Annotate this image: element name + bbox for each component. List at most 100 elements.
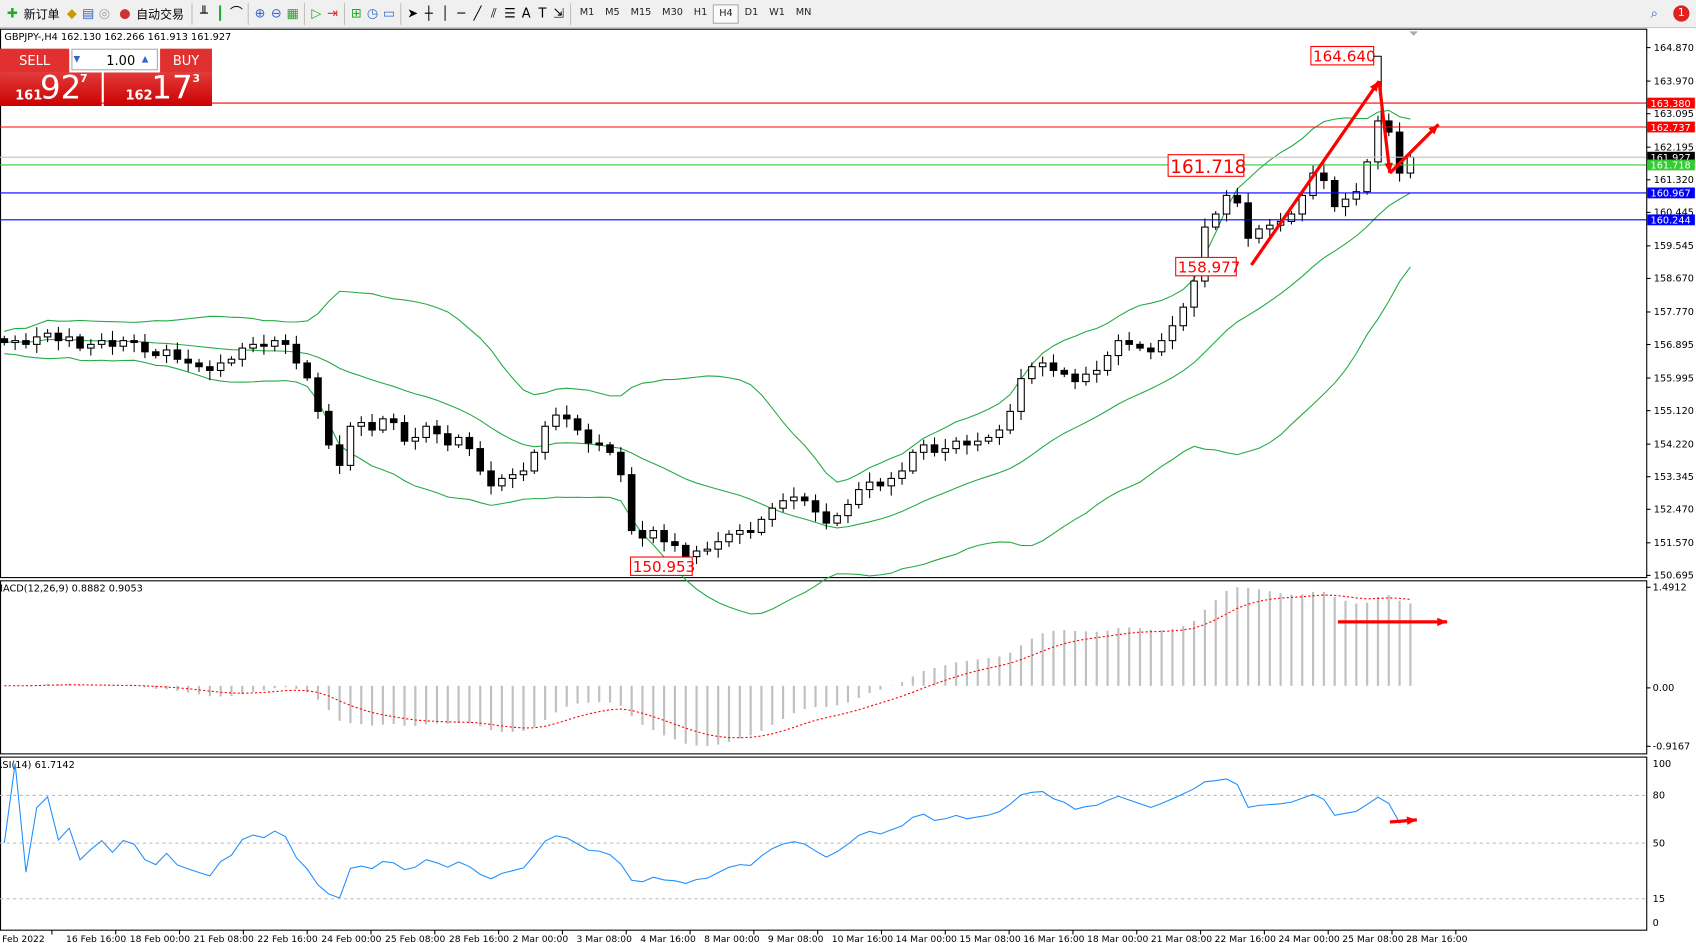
candle-bull: [1006, 410, 1014, 431]
macd-signal-line: [4, 594, 1411, 739]
price-level-label: 161.718: [1651, 161, 1691, 172]
text-label-icon[interactable]: T: [538, 5, 547, 21]
candle-bull: [1082, 373, 1090, 383]
price-tick-label: 164.870: [1654, 43, 1694, 54]
timeframe-h1[interactable]: H1: [693, 7, 708, 18]
crosshair-icon[interactable]: ┼: [424, 5, 433, 21]
candle-bull: [1092, 369, 1101, 375]
auto-trading-label: 自动交易: [136, 7, 184, 22]
timeframe-w1[interactable]: W1: [769, 7, 785, 18]
candle-bull: [865, 481, 874, 491]
price-annotation-box: [1167, 154, 1245, 177]
chart-shift-icon[interactable]: ⇥: [327, 5, 339, 21]
candle-bull: [1374, 120, 1382, 163]
market-watch-icon[interactable]: ◆: [66, 5, 77, 21]
candle-bull: [898, 470, 906, 479]
price-tick-label: 153.345: [1654, 472, 1694, 483]
bar-chart-icon[interactable]: ╨: [199, 5, 208, 21]
timeframe-m1[interactable]: M1: [579, 7, 595, 18]
periods-icon[interactable]: ◷: [366, 5, 379, 21]
auto-trading-button[interactable]: ● 自动交易: [112, 2, 188, 26]
fibonacci-icon[interactable]: ☰: [504, 5, 516, 21]
candle-bull: [216, 362, 225, 371]
candle-bull: [714, 541, 722, 550]
candle-bull: [1352, 191, 1361, 200]
price-tick-label: 162.195: [1654, 142, 1694, 153]
navigator-icon[interactable]: ▤: [82, 5, 95, 21]
sell-button[interactable]: SELL: [0, 48, 70, 73]
separator: [247, 2, 249, 25]
candle-bull: [238, 347, 247, 360]
new-order-button[interactable]: ✚ 新订单: [0, 2, 64, 26]
candle-bull: [919, 444, 928, 453]
rsi-tick-label: 0: [1653, 918, 1659, 929]
channel-icon[interactable]: ⫽: [490, 5, 497, 21]
candle-bear: [573, 418, 582, 431]
indicators-icon[interactable]: ⊞: [350, 5, 362, 21]
auto-scroll-icon[interactable]: ▷: [311, 5, 322, 21]
text-icon[interactable]: A: [521, 5, 531, 21]
lot-size-input[interactable]: 1.00: [71, 48, 158, 71]
candle-bear: [617, 451, 625, 476]
candle-bear: [173, 349, 182, 360]
time-label: 18 Feb 00:00: [130, 934, 190, 943]
candle-bull: [984, 436, 993, 442]
candle-bear: [195, 362, 203, 368]
candle-bear: [638, 530, 647, 539]
timeframe-m5[interactable]: M5: [605, 7, 620, 18]
price-level-badge: [1647, 187, 1695, 199]
search-icon[interactable]: ⌕: [1650, 5, 1658, 21]
vertical-line-icon[interactable]: │: [441, 5, 449, 21]
lot-decrease-icon[interactable]: ▼: [73, 54, 81, 64]
candle-bear: [876, 481, 885, 487]
zoom-in-icon[interactable]: ⊕: [254, 5, 266, 21]
zoom-out-icon[interactable]: ⊖: [270, 5, 282, 21]
candle-bull: [1201, 226, 1209, 282]
price-level-label: 162.737: [1651, 123, 1691, 134]
buy-button[interactable]: BUY: [160, 48, 212, 73]
buy-price[interactable]: 162 17 3: [103, 69, 212, 107]
timeframe-m30[interactable]: M30: [662, 7, 683, 18]
candle-bear: [746, 530, 755, 533]
arrows-icon[interactable]: ⇲: [553, 5, 565, 21]
time-label: 22 Feb 16:00: [257, 934, 317, 943]
timeframe-d1[interactable]: D1: [744, 7, 759, 18]
trendline-icon[interactable]: ╱: [473, 5, 482, 21]
candle-bear: [433, 425, 441, 435]
candle-bull: [1038, 362, 1047, 368]
macd-tick-label: -0.9167: [1653, 742, 1691, 753]
line-chart-icon[interactable]: ⌒: [229, 5, 243, 21]
horizontal-line-icon[interactable]: ─: [457, 5, 466, 21]
macd-tick-label: 1.4912: [1653, 583, 1687, 594]
cursor-icon[interactable]: ➤: [407, 5, 419, 21]
tile-windows-icon[interactable]: ▦: [286, 5, 299, 21]
price-level-badge: [1647, 214, 1695, 226]
candlestick-chart-icon[interactable]: ┃: [216, 5, 225, 21]
candle-bear: [303, 362, 311, 379]
time-label: 14 Mar 00:00: [896, 934, 957, 943]
candle-bear: [389, 418, 398, 424]
sell-price-sup: 7: [80, 73, 88, 86]
main-panel-frame: [0, 28, 1648, 579]
trend-arrow-up-2-head: [1428, 124, 1439, 135]
candle-bull: [768, 507, 777, 520]
candle-bull: [790, 496, 798, 502]
candle-bear: [1395, 131, 1404, 174]
timeframe-mn[interactable]: MN: [795, 7, 812, 18]
time-label: 16 Mar 16:00: [1023, 934, 1084, 943]
timeframe-h4[interactable]: H4: [712, 3, 740, 24]
templates-icon[interactable]: ▭: [382, 5, 395, 21]
candle-bear: [184, 358, 192, 364]
candle-bear: [963, 440, 971, 446]
timeframe-m15[interactable]: M15: [630, 7, 652, 18]
price-annotation-box: [1175, 256, 1237, 277]
sell-price[interactable]: 161 92 7: [0, 69, 102, 107]
lot-increase-icon[interactable]: ▲: [141, 54, 149, 64]
price-annotation-box: [630, 556, 693, 576]
notification-badge[interactable]: 1: [1673, 5, 1690, 22]
signals-icon[interactable]: ◎: [98, 5, 111, 21]
candle-bull: [1114, 340, 1123, 357]
candle-bear: [671, 541, 679, 546]
